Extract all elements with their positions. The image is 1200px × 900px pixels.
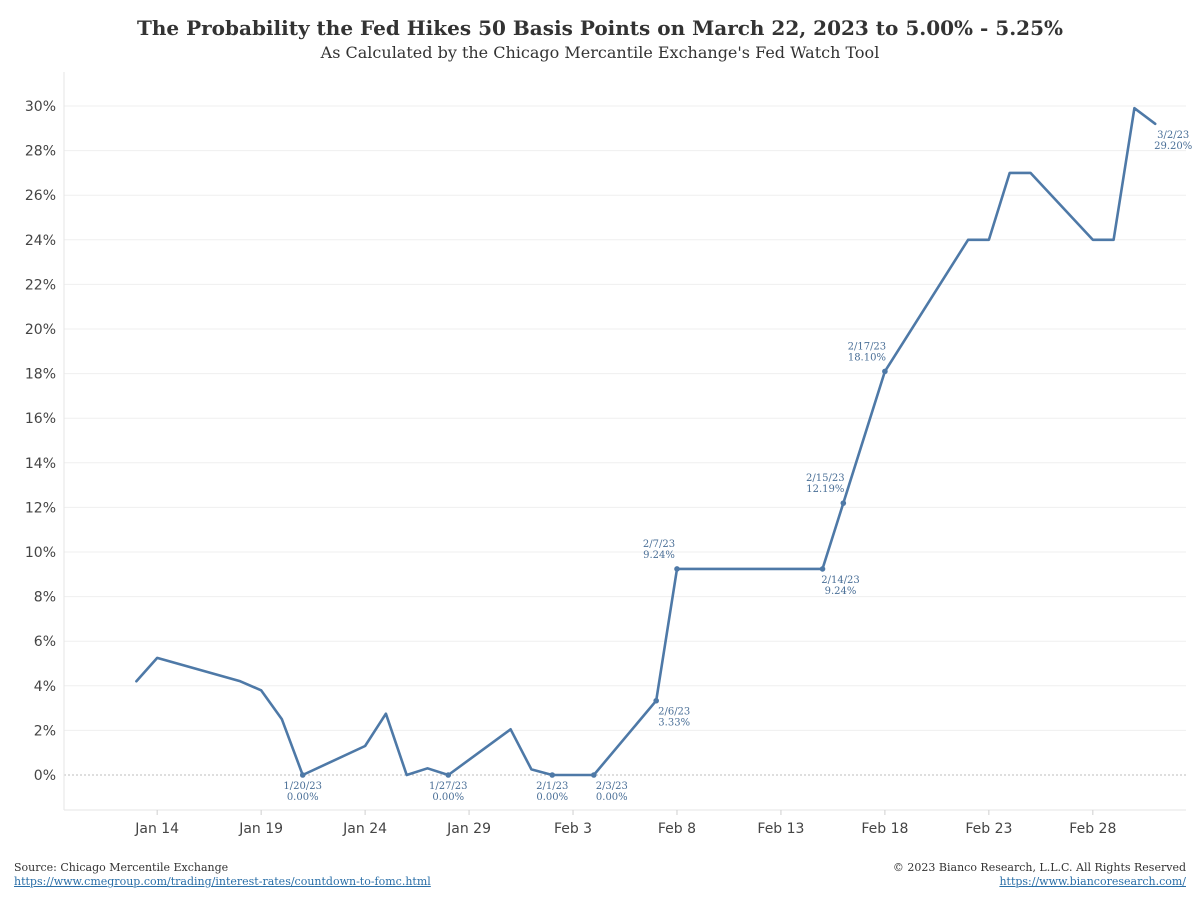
data-label-value: 29.20% — [1154, 141, 1192, 152]
data-label-value: 12.19% — [806, 484, 844, 495]
x-tick-label: Jan 24 — [342, 821, 387, 837]
y-tick-label: 24% — [25, 233, 56, 249]
source-text: Source: Chicago Mercentile Exchange — [14, 861, 229, 874]
data-label-date: 2/1/23 — [536, 781, 568, 792]
data-label-date: 1/27/23 — [429, 781, 468, 792]
data-point-label: 2/7/23 9.24% — [643, 539, 675, 561]
data-point-marker — [840, 500, 847, 506]
data-label-value: 0.00% — [536, 792, 568, 803]
y-tick-label: 30% — [25, 99, 56, 115]
data-label-value: 18.10% — [848, 352, 886, 363]
x-tick-label: Feb 28 — [1069, 821, 1116, 837]
y-tick-label: 18% — [25, 367, 56, 383]
y-tick-label: 22% — [25, 277, 56, 293]
y-tick-label: 26% — [25, 188, 56, 204]
data-label-date: 2/7/23 — [643, 539, 675, 550]
grid-lines — [64, 105, 1186, 776]
data-point-marker — [445, 772, 452, 778]
data-point-label: 2/17/23 18.10% — [848, 341, 887, 363]
y-tick-label: 20% — [25, 322, 56, 338]
data-point-label: 2/3/23 0.00% — [596, 781, 628, 803]
axes: 0% 2% 4% 6% 8% 10% 12% 14% 16% 18% 20% 22% 24% 26% 28%… — [25, 72, 1186, 837]
y-tick-label: 28% — [25, 144, 56, 160]
data-point-marker — [882, 368, 888, 375]
y-tick-label: 0% — [34, 768, 56, 784]
x-tick-label: Jan 29 — [446, 821, 491, 837]
footer-copyright: © 2023 Bianco Research, L.L.C. All Right… — [893, 861, 1186, 889]
y-tick-label: 14% — [25, 456, 56, 472]
x-tick-label: Feb 18 — [861, 821, 908, 837]
y-tick-label: 8% — [34, 590, 56, 606]
x-tick-label: Jan 14 — [134, 821, 179, 837]
data-point-label: 1/27/23 0.00% — [429, 781, 468, 803]
data-point-label: 2/6/23 3.33% — [658, 707, 690, 729]
data-label-value: 3.33% — [658, 718, 690, 729]
source-link[interactable]: https://www.cmegroup.com/trading/interes… — [14, 875, 431, 888]
chart-title: The Probability the Fed Hikes 50 Basis P… — [136, 16, 1064, 40]
data-label-value: 9.24% — [825, 586, 857, 597]
data-point-label: 3/2/23 29.20% — [1154, 130, 1192, 152]
data-point-label: 2/14/23 9.24% — [821, 575, 860, 597]
footer-source: Source: Chicago Mercentile Exchange http… — [14, 861, 431, 889]
data-point-marker — [819, 566, 826, 572]
data-markers — [299, 368, 888, 778]
data-label-date: 2/3/23 — [596, 781, 628, 792]
y-tick-label: 10% — [25, 545, 56, 561]
x-tick-label: Feb 3 — [554, 821, 592, 837]
data-point-marker — [653, 697, 659, 704]
data-point-label: 1/20/23 0.00% — [283, 781, 322, 803]
data-point-marker — [591, 772, 597, 778]
x-tick-label: Feb 8 — [658, 821, 696, 837]
website-link[interactable]: https://www.biancoresearch.com/ — [999, 875, 1186, 888]
data-point-marker — [674, 566, 680, 572]
data-point-label: 2/15/23 12.19% — [806, 473, 845, 495]
y-tick-label: 12% — [25, 500, 56, 516]
series-line — [135, 106, 1157, 777]
data-labels: 1/20/23 0.00%1/27/23 0.00%2/1/23 0.00%2/3/2… — [283, 130, 1192, 803]
data-point-marker — [299, 772, 306, 778]
y-tick-label: 16% — [25, 411, 56, 427]
data-label-value: 0.00% — [432, 792, 464, 803]
data-label-date: 2/14/23 — [821, 575, 860, 586]
copyright-text: © 2023 Bianco Research, L.L.C. All Right… — [892, 861, 1186, 874]
y-tick-label: 6% — [34, 634, 56, 650]
data-label-date: 2/17/23 — [848, 341, 887, 352]
data-point-label: 2/1/23 0.00% — [536, 781, 568, 803]
series-line-path — [135, 106, 1157, 777]
x-tick-label: Jan 19 — [238, 821, 283, 837]
data-label-date: 1/20/23 — [283, 781, 322, 792]
y-tick-label: 4% — [34, 679, 56, 695]
data-label-date: 3/2/23 — [1157, 130, 1189, 141]
data-label-date: 2/15/23 — [806, 473, 845, 484]
data-label-date: 2/6/23 — [658, 707, 690, 718]
x-tick-label: Feb 13 — [757, 821, 804, 837]
data-label-value: 0.00% — [596, 792, 628, 803]
chart-subtitle: As Calculated by the Chicago Mercantile … — [320, 43, 880, 62]
data-label-value: 9.24% — [643, 550, 675, 561]
data-point-marker — [549, 772, 556, 778]
x-tick-label: Feb 23 — [965, 821, 1012, 837]
y-tick-label: 2% — [34, 723, 56, 739]
data-label-value: 0.00% — [287, 792, 319, 803]
